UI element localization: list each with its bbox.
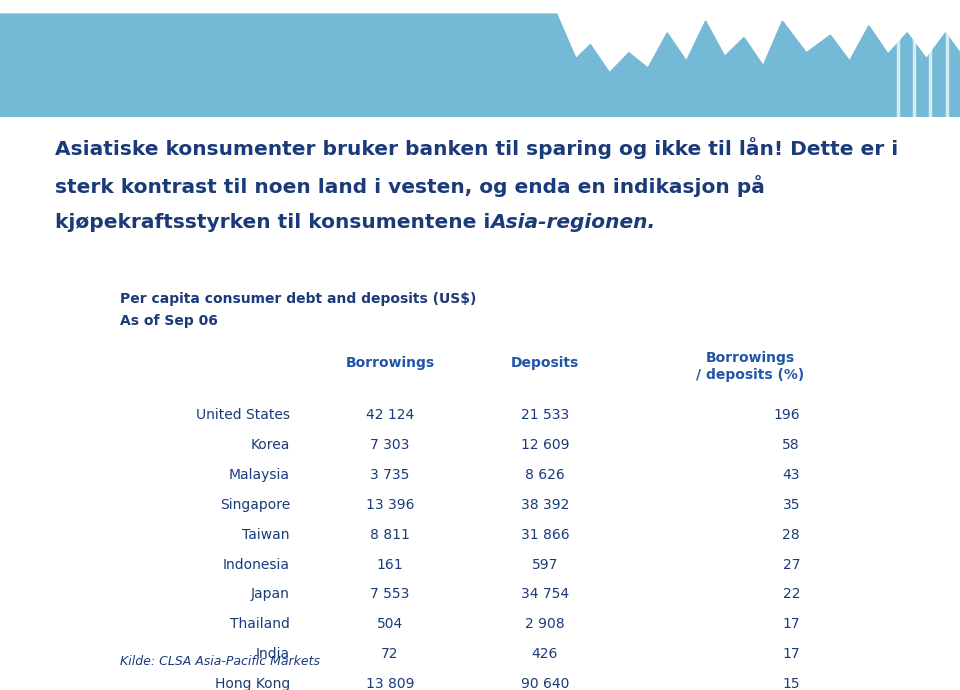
- Text: 42 124: 42 124: [366, 408, 414, 422]
- Text: 7 303: 7 303: [371, 438, 410, 452]
- Text: As of Sep 06: As of Sep 06: [120, 313, 218, 328]
- Text: 7 553: 7 553: [371, 587, 410, 602]
- Text: 8 811: 8 811: [370, 528, 410, 542]
- Text: 12 609: 12 609: [520, 438, 569, 452]
- Text: 43: 43: [782, 468, 800, 482]
- Text: Deposits: Deposits: [511, 356, 579, 371]
- Text: 28: 28: [782, 528, 800, 542]
- Text: 34 754: 34 754: [521, 587, 569, 602]
- Text: 38 392: 38 392: [521, 497, 569, 512]
- Text: 90 640: 90 640: [521, 677, 569, 690]
- Text: Borrowings: Borrowings: [346, 356, 435, 371]
- Text: Singapore: Singapore: [220, 497, 290, 512]
- Text: 22: 22: [782, 587, 800, 602]
- Text: 13 396: 13 396: [366, 497, 415, 512]
- Text: sterk kontrast til noen land i vesten, og enda en indikasjon på: sterk kontrast til noen land i vesten, o…: [55, 175, 765, 197]
- Text: 21 533: 21 533: [521, 408, 569, 422]
- Text: 2 908: 2 908: [525, 618, 564, 631]
- Text: Taiwan: Taiwan: [243, 528, 290, 542]
- Text: Hong Kong: Hong Kong: [215, 677, 290, 690]
- Text: 196: 196: [774, 408, 800, 422]
- Text: 8 626: 8 626: [525, 468, 564, 482]
- Text: 161: 161: [376, 558, 403, 571]
- Text: 3 735: 3 735: [371, 468, 410, 482]
- Text: 426: 426: [532, 647, 558, 661]
- Text: 13 809: 13 809: [366, 677, 415, 690]
- Polygon shape: [0, 14, 960, 117]
- Text: Indonesia: Indonesia: [223, 558, 290, 571]
- Text: 504: 504: [377, 618, 403, 631]
- Text: Japan: Japan: [252, 587, 290, 602]
- Text: 27: 27: [782, 558, 800, 571]
- Text: Borrowings
/ deposits (%): Borrowings / deposits (%): [696, 351, 804, 382]
- Text: 72: 72: [381, 647, 398, 661]
- Text: Asiatiske konsumenter bruker banken til sparing og ikke til lån! Dette er i: Asiatiske konsumenter bruker banken til …: [55, 137, 899, 159]
- Text: Malaysia: Malaysia: [229, 468, 290, 482]
- Text: India: India: [256, 647, 290, 661]
- Text: Kilde: CLSA Asia-Pacific Markets: Kilde: CLSA Asia-Pacific Markets: [120, 655, 320, 668]
- Text: Asia-regionen.: Asia-regionen.: [490, 213, 655, 232]
- Text: Per capita consumer debt and deposits (US$): Per capita consumer debt and deposits (U…: [120, 292, 476, 306]
- Text: 58: 58: [782, 438, 800, 452]
- Text: 17: 17: [782, 618, 800, 631]
- Text: kjøpekraftsstyrken til konsumentene i: kjøpekraftsstyrken til konsumentene i: [55, 213, 497, 232]
- Text: 597: 597: [532, 558, 558, 571]
- Text: 31 866: 31 866: [520, 528, 569, 542]
- Text: 35: 35: [782, 497, 800, 512]
- Text: 15: 15: [782, 677, 800, 690]
- Text: 17: 17: [782, 647, 800, 661]
- Text: Korea: Korea: [251, 438, 290, 452]
- Text: Thailand: Thailand: [230, 618, 290, 631]
- Text: United States: United States: [196, 408, 290, 422]
